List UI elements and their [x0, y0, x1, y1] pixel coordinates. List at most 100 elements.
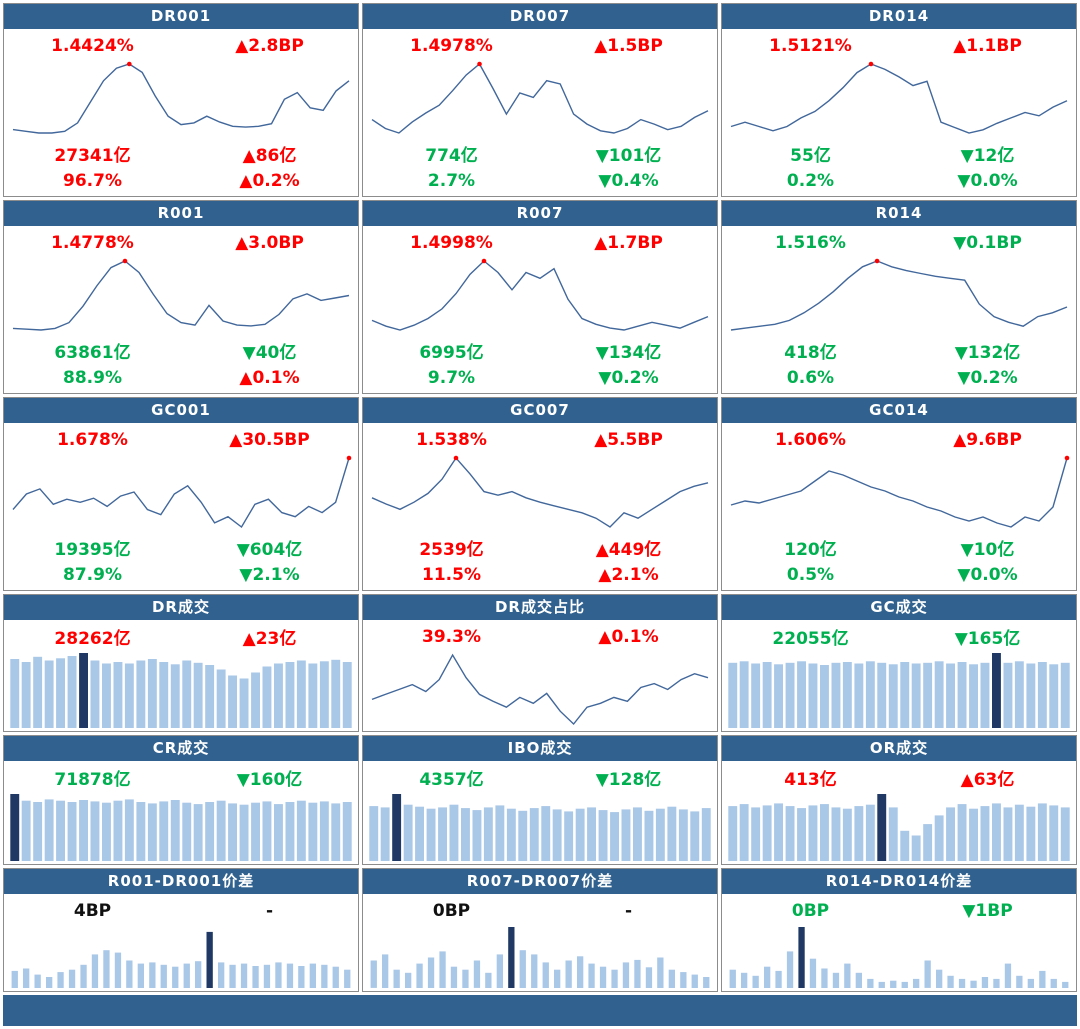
- rate-change: ▲3.0BP: [235, 232, 304, 253]
- volume-value: 413亿: [784, 770, 837, 790]
- share-stat-row: 96.7% ▲0.2%: [4, 167, 358, 194]
- spread-value: 0BP: [791, 900, 830, 921]
- share-stat-row: 0.6% ▼0.2%: [722, 364, 1076, 391]
- volume-value: 28262亿: [54, 629, 131, 649]
- rate-stat-row: 1.4978% ▲1.5BP: [363, 32, 717, 59]
- volume-stat-row: 71878亿 ▼160亿: [4, 764, 358, 791]
- bar-chart: [9, 792, 353, 861]
- spread-stat-row: 4BP -: [4, 897, 358, 924]
- volume-change: ▲86亿: [242, 146, 297, 166]
- volume-stat-row: 4357亿 ▼128亿: [363, 764, 717, 791]
- volume-stat-row: 63861亿 ▼40亿: [4, 337, 358, 364]
- volume-stat-row: 6995亿 ▼134亿: [363, 337, 717, 364]
- bar-chart: [727, 792, 1071, 861]
- rate-value: 1.678%: [57, 429, 128, 450]
- panel-cr-volume: CR成交 71878亿 ▼160亿: [3, 735, 359, 865]
- rate-value: 1.538%: [416, 429, 487, 450]
- spread-stat-row: 0BP ▼1BP: [722, 897, 1076, 924]
- panel-title: GC014: [722, 398, 1076, 423]
- share-change: ▲0.1%: [598, 626, 659, 647]
- volume-stat-row: 19395亿 ▼604亿: [4, 534, 358, 561]
- volume-value: 120亿: [784, 540, 837, 560]
- rate-change: ▼0.1BP: [953, 232, 1022, 253]
- share-value: 0.5%: [786, 564, 835, 585]
- volume-stat-row: 418亿 ▼132亿: [722, 337, 1076, 364]
- rate-stat-row: 1.5121% ▲1.1BP: [722, 32, 1076, 59]
- volume-value: 19395亿: [54, 540, 131, 560]
- volume-change: ▼165亿: [954, 629, 1021, 649]
- line-chart: [368, 60, 712, 137]
- volume-stat-row: 2539亿 ▲449亿: [363, 534, 717, 561]
- share-value: 0.6%: [786, 367, 835, 388]
- rate-change: ▲30.5BP: [229, 429, 310, 450]
- rate-change: ▲5.5BP: [594, 429, 663, 450]
- panel-r001: R001 1.4778% ▲3.0BP 63861亿 ▼40亿 88.9% ▲0…: [3, 200, 359, 394]
- panel-title: DR007: [363, 4, 717, 29]
- volume-change: ▲449亿: [595, 540, 662, 560]
- rate-change: ▲2.8BP: [235, 35, 304, 56]
- panel-r014: R014 1.516% ▼0.1BP 418亿 ▼132亿 0.6% ▼0.2%: [721, 200, 1077, 394]
- volume-stat-row: 28262亿 ▲23亿: [4, 623, 358, 650]
- share-change: ▼0.2%: [598, 367, 659, 388]
- volume-stat-row: 774亿 ▼101亿: [363, 140, 717, 167]
- share-stat-row: 2.7% ▼0.4%: [363, 167, 717, 194]
- share-value: 87.9%: [63, 564, 122, 585]
- share-stat-row: 0.5% ▼0.0%: [722, 561, 1076, 588]
- spread-change: -: [265, 900, 274, 921]
- panel-title: GC成交: [722, 595, 1076, 620]
- volume-value: 418亿: [784, 343, 837, 363]
- panel-dr014: DR014 1.5121% ▲1.1BP 55亿 ▼12亿 0.2% ▼0.0%: [721, 3, 1077, 197]
- panel-title: R001-DR001价差: [4, 869, 358, 894]
- share-value: 39.3%: [422, 626, 481, 647]
- panel-title: IBO成交: [363, 736, 717, 761]
- share-value: 11.5%: [422, 564, 481, 585]
- rate-change: ▲1.1BP: [953, 35, 1022, 56]
- spread-change: -: [624, 900, 633, 921]
- bar-chart: [368, 792, 712, 862]
- rate-stat-row: 1.538% ▲5.5BP: [363, 426, 717, 453]
- panel-title: R007: [363, 201, 717, 226]
- rate-stat-row: 1.606% ▲9.6BP: [722, 426, 1076, 453]
- rate-value: 1.606%: [775, 429, 846, 450]
- volume-value: 71878亿: [54, 770, 131, 790]
- rate-stat-row: 1.4778% ▲3.0BP: [4, 229, 358, 256]
- rate-stat-row: 1.516% ▼0.1BP: [722, 229, 1076, 256]
- panel-title: R014-DR014价差: [722, 869, 1076, 894]
- volume-stat-row: 120亿 ▼10亿: [722, 534, 1076, 561]
- share-value: 0.2%: [786, 170, 835, 191]
- share-stat-row: 88.9% ▲0.1%: [4, 364, 358, 391]
- spread-change: ▼1BP: [962, 900, 1013, 921]
- share-change: ▼0.2%: [957, 367, 1018, 388]
- volume-change: ▼40亿: [242, 343, 297, 363]
- share-stat-row: 0.2% ▼0.0%: [722, 167, 1076, 194]
- share-change: ▼0.0%: [957, 564, 1018, 585]
- share-stat-row: 11.5% ▲2.1%: [363, 561, 717, 588]
- share-stat-row: 87.9% ▼2.1%: [4, 561, 358, 588]
- panel-dr-volume: DR成交 28262亿 ▲23亿: [3, 594, 359, 732]
- line-chart: [9, 257, 353, 334]
- rate-value: 1.4778%: [51, 232, 134, 253]
- panel-r014-dr014-spread: R014-DR014价差 0BP ▼1BP: [721, 868, 1077, 992]
- bar-chart: [9, 925, 353, 988]
- line-chart: [727, 454, 1071, 531]
- line-chart: [368, 651, 712, 728]
- volume-change: ▼604亿: [236, 540, 303, 560]
- panel-dr007: DR007 1.4978% ▲1.5BP 774亿 ▼101亿 2.7% ▼0.…: [362, 3, 718, 197]
- bar-chart: [9, 651, 353, 729]
- rate-value: 1.516%: [775, 232, 846, 253]
- volume-value: 63861亿: [54, 343, 131, 363]
- volume-value: 6995亿: [419, 343, 484, 363]
- panel-title: DR成交: [4, 595, 358, 620]
- spread-value: 0BP: [432, 900, 471, 921]
- panel-gc007: GC007 1.538% ▲5.5BP 2539亿 ▲449亿 11.5% ▲2…: [362, 397, 718, 591]
- volume-change: ▲63亿: [960, 770, 1015, 790]
- share-change: ▲2.1%: [598, 564, 659, 585]
- volume-stat-row: 22055亿 ▼165亿: [722, 623, 1076, 650]
- panel-title: R014: [722, 201, 1076, 226]
- panel-title: R001: [4, 201, 358, 226]
- next-section-header-strip: [3, 995, 1077, 1026]
- volume-change: ▼160亿: [236, 770, 303, 790]
- rate-value: 1.4424%: [51, 35, 134, 56]
- line-chart: [727, 60, 1071, 137]
- volume-value: 2539亿: [419, 540, 484, 560]
